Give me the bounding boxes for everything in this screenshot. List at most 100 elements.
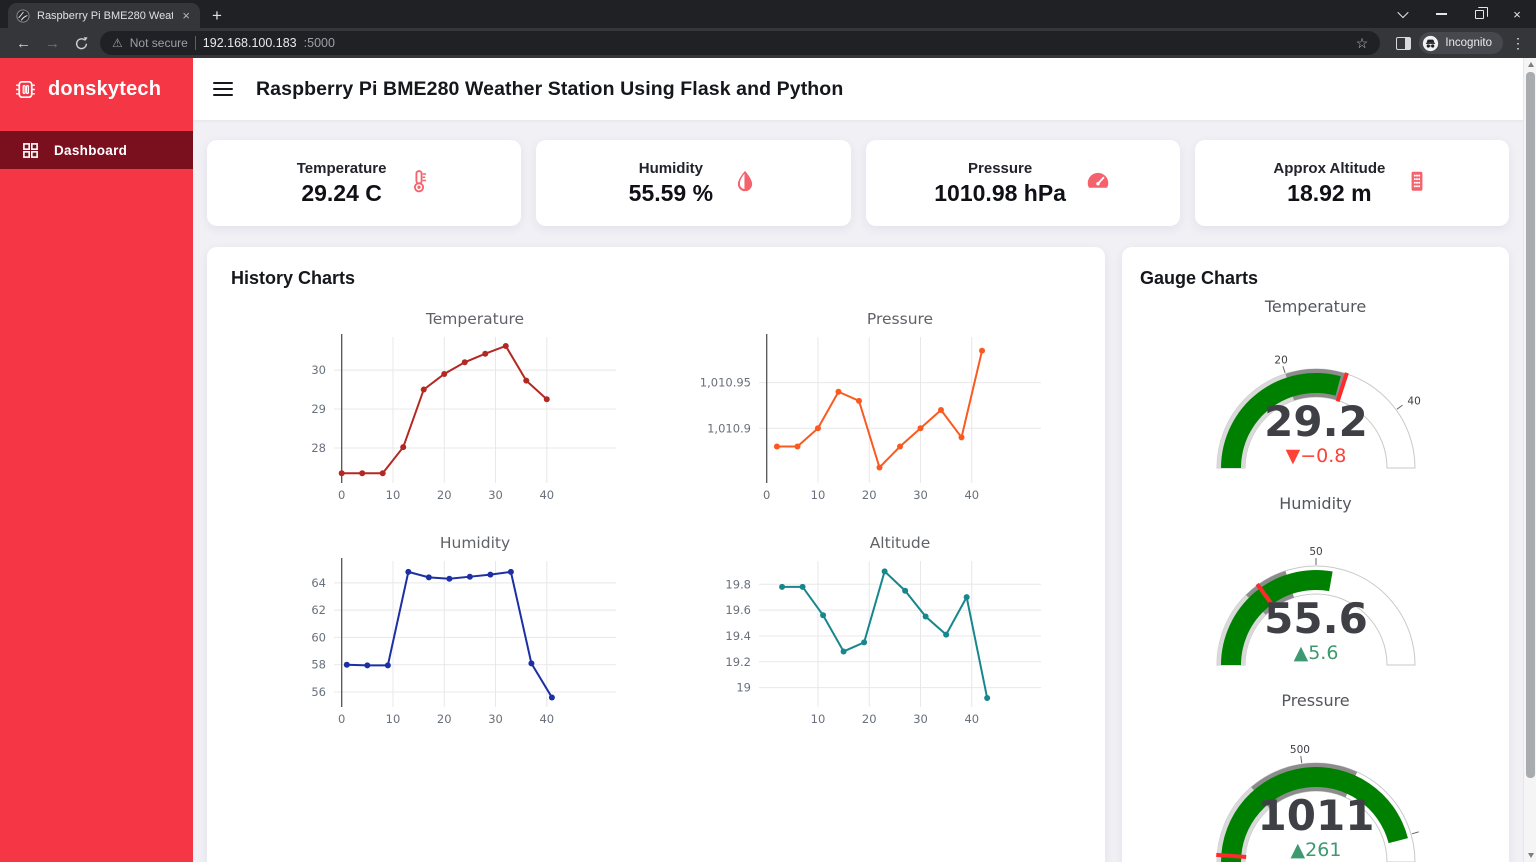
scrollbar-up-arrow-icon[interactable] [1524, 58, 1536, 71]
svg-text:▲5.6: ▲5.6 [1293, 642, 1338, 664]
svg-text:19.8: 19.8 [725, 577, 751, 591]
speedometer-icon [1085, 168, 1111, 194]
svg-text:20: 20 [1274, 355, 1287, 367]
url-host: 192.168.100.183 [202, 36, 297, 50]
url-port: :5000 [303, 36, 335, 50]
tab-close-icon[interactable]: × [182, 8, 190, 23]
svg-text:Humidity: Humidity [439, 534, 509, 552]
page-title: Raspberry Pi BME280 Weather Station Usin… [256, 77, 844, 100]
building-icon [1404, 168, 1430, 194]
tab-title: Raspberry Pi BME280 Weather St [37, 9, 174, 22]
svg-text:10: 10 [385, 488, 400, 502]
svg-text:40: 40 [964, 488, 979, 502]
pressure-card: Pressure 1010.98 hPa [865, 140, 1180, 226]
hamburger-menu-icon[interactable] [213, 81, 233, 97]
gauge-charts-card: Gauge Charts Temperature 20 40 29.2 ▼−0.8 H… [1122, 247, 1509, 862]
pressure-card-title: Pressure [968, 159, 1033, 177]
window-close-button[interactable]: × [1513, 6, 1521, 22]
altitude-history-chart: Altitude 19 19.2 19.4 19.6 19.8 10 20 30 40 [725, 534, 1041, 726]
humidity-card-title: Humidity [638, 159, 703, 177]
svg-text:10: 10 [385, 712, 400, 726]
scrollbar-down-arrow-icon[interactable] [1524, 849, 1536, 862]
temperature-card-value: 29.24 C [301, 179, 382, 206]
gauge-charts-title: Gauge Charts [1140, 268, 1259, 288]
window-restore-button[interactable] [1460, 0, 1498, 28]
bookmark-star-icon[interactable]: ☆ [1355, 34, 1369, 51]
page-scrollbar[interactable] [1523, 58, 1536, 862]
dashboard-content: Temperature 29.24 C Humidity 55.59 % [193, 120, 1536, 862]
svg-text:20: 20 [861, 712, 876, 726]
humidity-card: Humidity 55.59 % [536, 140, 851, 226]
history-charts-title: History Charts [231, 268, 356, 288]
temperature-history-chart: Temperature 28 29 30 0 10 20 30 40 [311, 310, 616, 502]
svg-text:▲261: ▲261 [1290, 839, 1341, 861]
reload-button[interactable] [67, 35, 96, 52]
sidebar-item-dashboard[interactable]: Dashboard [0, 131, 193, 169]
svg-text:0: 0 [338, 712, 345, 726]
altitude-card-title: Approx Altitude [1273, 159, 1386, 177]
svg-text:55.6: 55.6 [1264, 594, 1368, 643]
svg-text:Temperature: Temperature [424, 310, 523, 328]
svg-text:29: 29 [311, 402, 326, 416]
humidity-gauge-title: Humidity [1279, 494, 1352, 513]
browser-tab[interactable]: Raspberry Pi BME280 Weather St × [8, 3, 200, 28]
brand-logo[interactable]: donskytech [0, 58, 193, 120]
sidebar-nav: Dashboard [0, 131, 193, 169]
history-charts-card: History Charts Temperature 28 29 30 0 10 20 30 4… [207, 247, 1105, 862]
incognito-icon [1423, 35, 1439, 51]
address-bar[interactable]: ⚠ Not secure 192.168.100.183 :5000 ☆ [100, 31, 1381, 55]
svg-text:40: 40 [1407, 396, 1420, 408]
svg-text:30: 30 [913, 712, 928, 726]
svg-text:10: 10 [810, 712, 825, 726]
altitude-card: Approx Altitude 18.92 m [1194, 140, 1509, 226]
dashboard-grid-icon [23, 142, 38, 158]
svg-text:30: 30 [311, 363, 326, 377]
not-secure-label: Not secure [129, 36, 188, 50]
svg-text:Altitude: Altitude [869, 534, 930, 552]
humidity-card-value: 55.59 % [628, 179, 714, 206]
temperature-card: Temperature 29.24 C [207, 140, 522, 226]
droplet-icon [732, 168, 758, 194]
chip-icon [16, 80, 35, 98]
svg-text:30: 30 [913, 488, 928, 502]
site-favicon-icon [16, 8, 30, 23]
back-button[interactable]: ← [16, 34, 31, 52]
svg-text:28: 28 [311, 441, 326, 455]
forward-button[interactable]: → [45, 34, 60, 52]
svg-text:19.6: 19.6 [725, 603, 751, 617]
not-secure-warning-icon[interactable]: ⚠ [112, 36, 123, 50]
svg-text:30: 30 [488, 712, 503, 726]
svg-text:1,010.9: 1,010.9 [707, 421, 751, 435]
svg-text:▼−0.8: ▼−0.8 [1285, 445, 1346, 467]
window-controls: × [1384, 0, 1536, 28]
scrollbar-thumb[interactable] [1526, 72, 1535, 778]
svg-text:10: 10 [810, 488, 825, 502]
svg-text:19.4: 19.4 [725, 629, 751, 643]
svg-text:1,010.95: 1,010.95 [699, 376, 750, 390]
svg-text:64: 64 [311, 576, 326, 590]
svg-text:Pressure: Pressure [866, 310, 932, 328]
new-tab-button[interactable]: + [212, 6, 222, 25]
window-minimize-button[interactable] [1422, 0, 1460, 28]
browser-menu-icon[interactable]: ⋮ [1511, 34, 1525, 51]
temperature-gauge: Temperature 20 40 29.2 ▼−0.8 [1140, 297, 1491, 486]
humidity-gauge: Humidity 50 55.6 ▲5.6 [1140, 494, 1491, 683]
temperature-card-title: Temperature [296, 159, 387, 177]
side-panel-icon[interactable] [1396, 36, 1412, 50]
svg-text:58: 58 [311, 658, 326, 672]
svg-text:29.2: 29.2 [1264, 397, 1368, 446]
stat-cards-row: Temperature 29.24 C Humidity 55.59 % [207, 140, 1509, 226]
svg-text:30: 30 [488, 488, 503, 502]
svg-text:1011: 1011 [1257, 791, 1374, 840]
thermometer-icon [406, 168, 432, 194]
humidity-history-chart: Humidity 56 58 60 62 64 0 10 20 30 40 [311, 534, 616, 726]
svg-text:19.2: 19.2 [725, 655, 751, 669]
address-divider [194, 36, 196, 50]
pressure-gauge-title: Pressure [1281, 691, 1350, 710]
svg-text:20: 20 [436, 712, 451, 726]
brand-name: donskytech [48, 77, 162, 100]
tab-search-chevron-icon[interactable] [1384, 0, 1422, 28]
svg-text:40: 40 [539, 712, 554, 726]
svg-text:60: 60 [311, 630, 326, 644]
